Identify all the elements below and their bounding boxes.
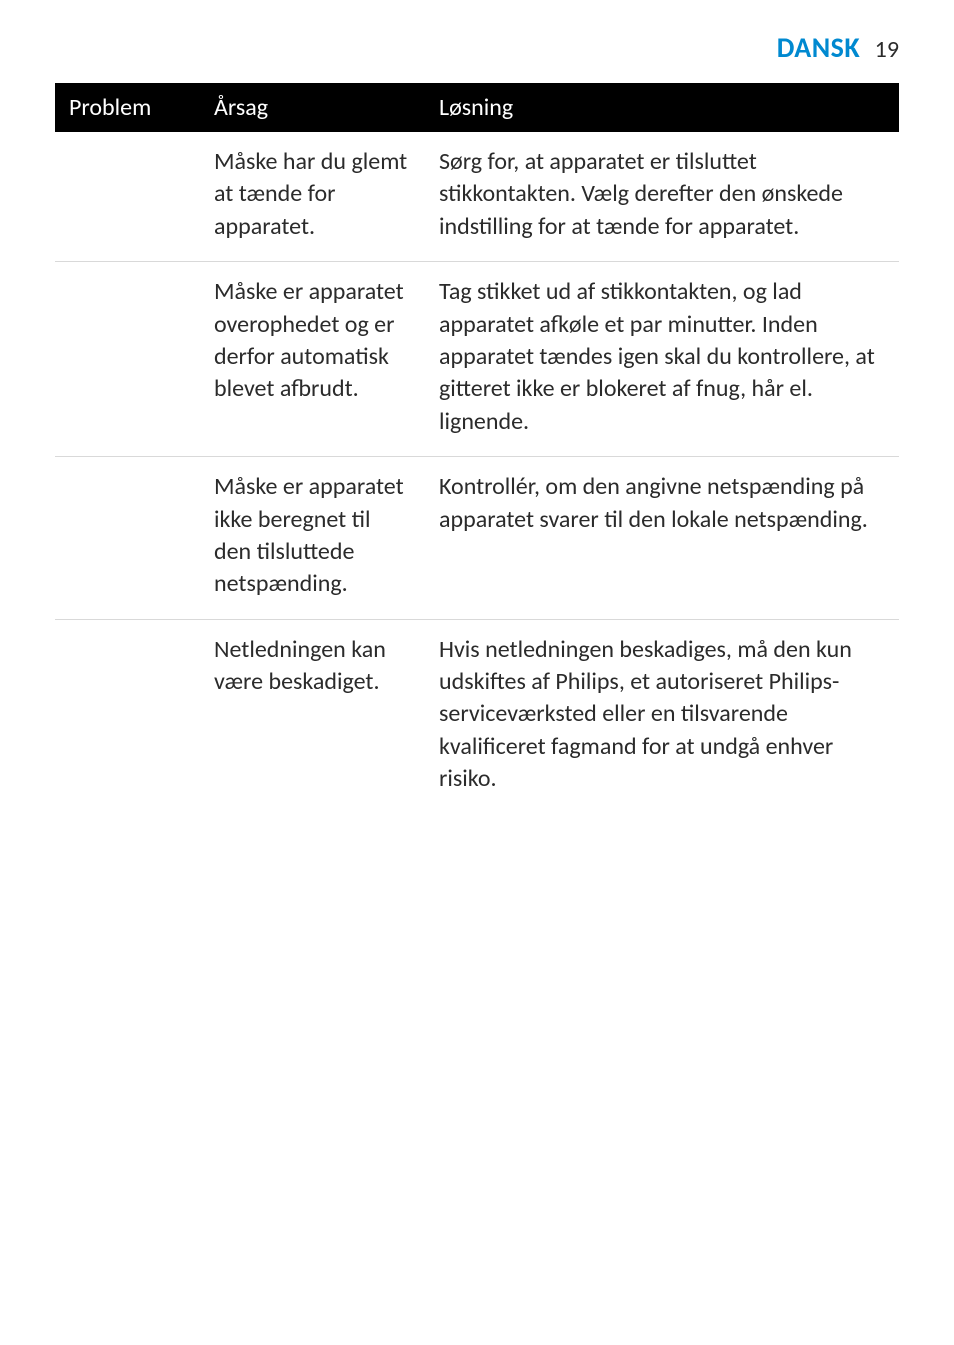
running-head: DANSK 19 bbox=[55, 30, 899, 65]
cell-cause: Netledningen kan være beskadiget. bbox=[200, 619, 425, 813]
table-row: Netledningen kan være beskadiget. Hvis n… bbox=[55, 619, 899, 813]
section-name: DANSK bbox=[777, 30, 860, 65]
col-header-solution: Løsning bbox=[425, 83, 899, 132]
table-row: Måske er apparatet overophedet og er der… bbox=[55, 262, 899, 457]
cell-cause: Måske er apparatet ikke beregnet til den… bbox=[200, 457, 425, 620]
cell-solution: Kontrollér, om den angivne netspænding p… bbox=[425, 457, 899, 620]
table-body: Måske har du glemt at tænde for apparate… bbox=[55, 132, 899, 814]
col-header-cause: Årsag bbox=[200, 83, 425, 132]
cell-problem bbox=[55, 457, 200, 620]
page-number: 19 bbox=[875, 35, 899, 64]
cell-solution: Sørg for, at apparatet er tilsluttet sti… bbox=[425, 132, 899, 262]
cell-solution: Tag stikket ud af stikkontakten, og lad … bbox=[425, 262, 899, 457]
col-header-problem: Problem bbox=[55, 83, 200, 132]
cell-solution: Hvis netledningen beskadiges, må den kun… bbox=[425, 619, 899, 813]
troubleshooting-table: Problem Årsag Løsning Måske har du glemt… bbox=[55, 83, 899, 814]
table-head: Problem Årsag Løsning bbox=[55, 83, 899, 132]
cell-cause: Måske er apparatet overophedet og er der… bbox=[200, 262, 425, 457]
cell-cause: Måske har du glemt at tænde for apparate… bbox=[200, 132, 425, 262]
table-row: Måske har du glemt at tænde for apparate… bbox=[55, 132, 899, 262]
table-row: Måske er apparatet ikke beregnet til den… bbox=[55, 457, 899, 620]
cell-problem bbox=[55, 262, 200, 457]
cell-problem bbox=[55, 619, 200, 813]
page: DANSK 19 Problem Årsag Løsning Måske har… bbox=[0, 0, 954, 814]
running-head-spacer bbox=[864, 43, 871, 62]
cell-problem bbox=[55, 132, 200, 262]
